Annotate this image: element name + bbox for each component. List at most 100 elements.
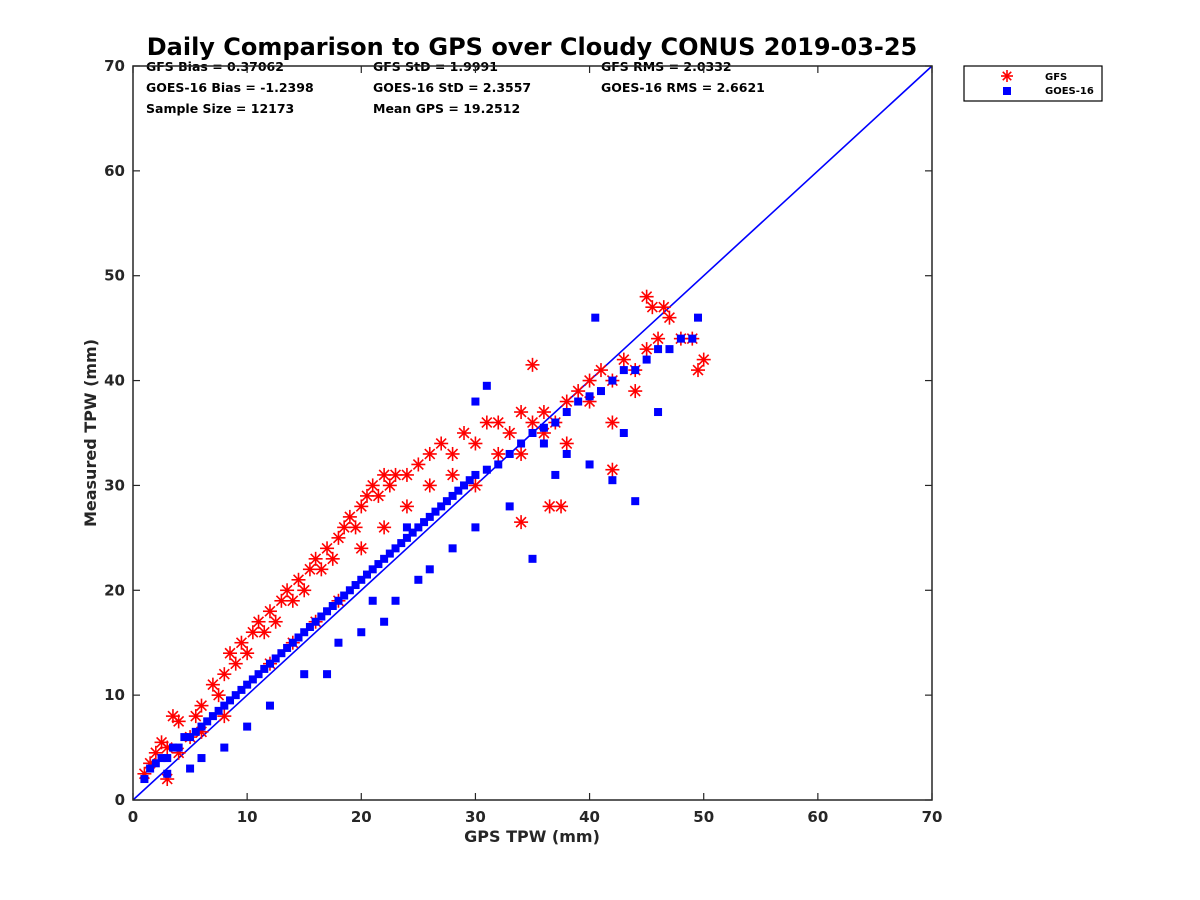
x-tick-label: 40 [579,808,600,826]
data-point [619,366,628,375]
data-point [691,363,706,378]
chart-title: Daily Comparison to GPS over Cloudy CONU… [147,33,918,61]
data-point [217,667,232,682]
data-point [168,743,177,752]
data-point [163,769,172,778]
data-point [608,376,617,385]
data-point [297,583,312,598]
y-axis-label: Measured TPW (mm) [81,339,100,527]
x-tick-label: 70 [922,808,943,826]
data-point [186,733,195,742]
data-point [411,457,426,472]
data-point [291,572,306,587]
data-point [696,352,711,367]
data-point [431,507,440,516]
data-point [651,331,666,346]
data-point [226,696,235,705]
data-point [368,565,377,574]
data-point [619,429,628,437]
data-point [471,523,480,532]
data-point [422,478,437,493]
data-point [554,499,569,514]
data-point [514,405,529,420]
data-point [251,614,266,629]
data-point [151,759,160,768]
y-tick-label: 30 [104,476,125,494]
data-point [505,502,514,511]
data-point [422,446,437,461]
data-point [288,638,297,647]
legend: GFS GOES-16 [963,65,1103,102]
data-point [314,562,329,577]
stat-text: Sample Size = 12173 [146,101,294,116]
data-point [445,467,460,482]
data-point [280,583,295,598]
data-point [231,691,240,700]
data-point [399,467,414,482]
data-point [402,533,411,542]
data-point [214,706,223,715]
data-point [334,596,343,605]
data-point [536,405,551,420]
data-point [391,544,400,553]
data-point [391,596,400,605]
series-layer [137,289,711,787]
data-point [351,581,360,590]
data-point [203,717,212,726]
data-point [171,714,186,729]
data-point [283,643,292,652]
x-tick-label: 10 [237,808,258,826]
data-point [385,549,394,558]
data-point [174,743,183,752]
data-point [665,345,674,354]
data-point [408,528,417,537]
data-point [157,754,166,763]
data-point [357,628,366,637]
data-point [220,701,229,710]
stat-text: GOES-16 RMS = 2.6621 [601,80,765,95]
data-point [371,488,386,503]
data-point [354,541,369,556]
stat-text: GOES-16 Bias = -1.2398 [146,80,314,95]
x-tick-label: 30 [465,808,486,826]
data-point [559,394,574,409]
data-point [311,617,320,626]
legend-label: GOES-16 [1045,86,1094,97]
data-point [262,604,277,619]
data-point [380,554,389,563]
data-point [257,625,272,640]
data-point [243,722,252,731]
data-point [414,575,423,584]
data-point [528,554,537,563]
series-goes-16 [140,313,703,784]
data-point [605,462,620,477]
data-point [359,488,374,503]
data-point [228,656,243,671]
data-point [337,520,352,535]
x-tick-label: 20 [351,808,372,826]
data-point [688,334,697,343]
data-point [197,754,206,763]
legend-marker [1003,87,1011,95]
data-point [285,593,300,608]
data-point [260,664,269,673]
data-point [639,342,654,357]
data-point [591,313,600,322]
data-point [551,470,560,479]
data-point [517,439,526,448]
data-point [582,373,597,388]
stat-text: Mean GPS = 19.2512 [373,101,520,116]
data-point [639,289,654,304]
data-point [628,384,643,399]
y-tick-label: 0 [115,791,125,809]
data-point [399,499,414,514]
y-tick-label: 20 [104,581,125,599]
data-point [605,415,620,430]
data-point [471,470,480,479]
data-point [382,478,397,493]
x-axis-label: GPS TPW (mm) [464,827,600,846]
data-point [562,449,571,458]
data-point [425,565,434,574]
data-point [234,635,249,650]
